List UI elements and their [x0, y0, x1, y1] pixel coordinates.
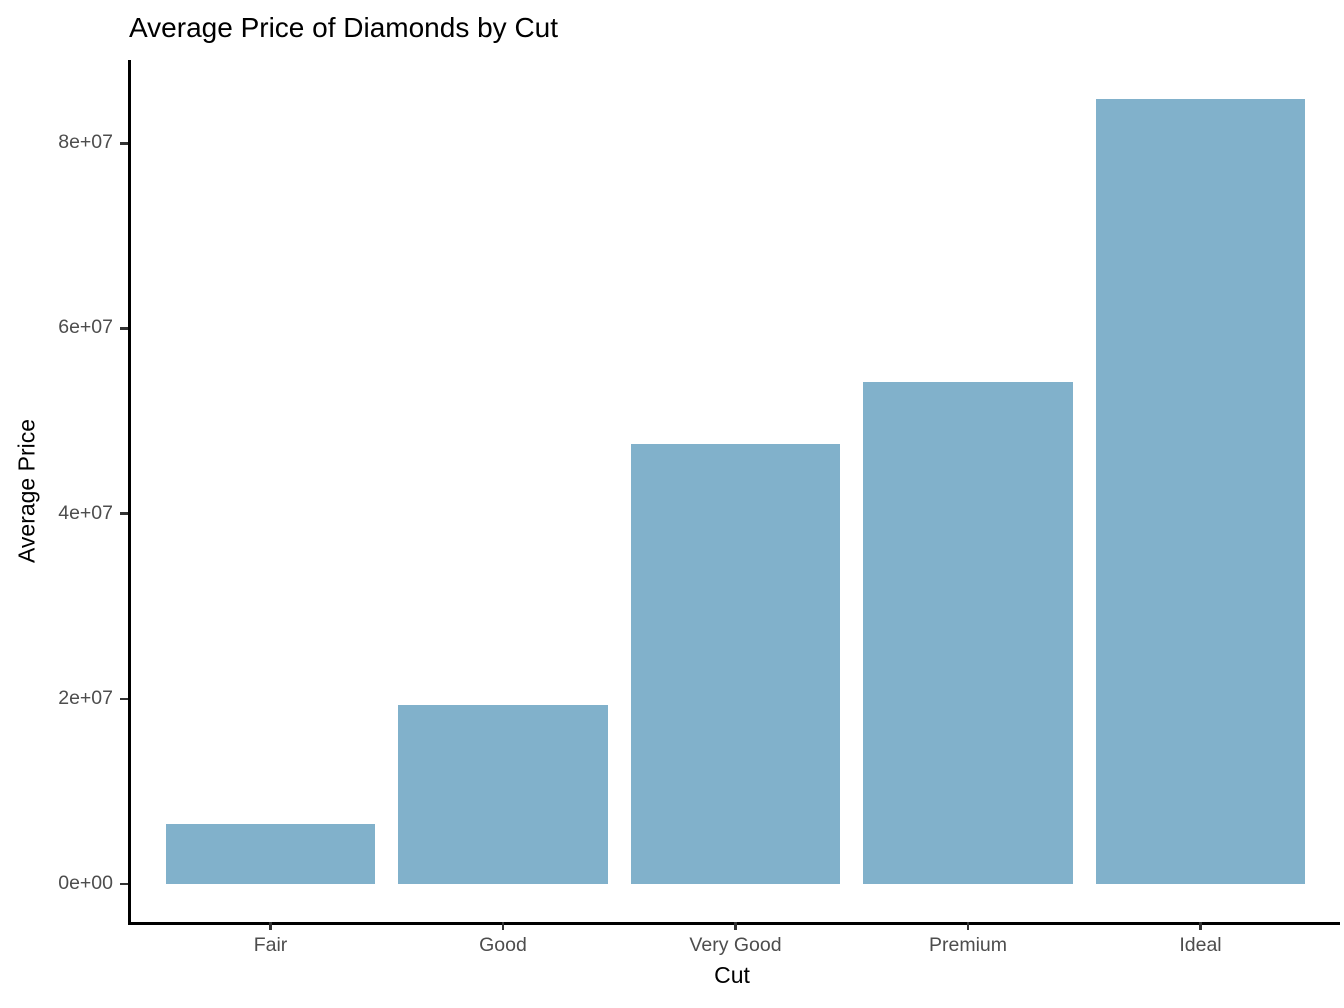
y-tick-label: 4e+07: [58, 501, 113, 524]
x-axis-title: Cut: [714, 962, 750, 988]
y-tick-label: 6e+07: [58, 316, 113, 339]
x-tick-mark: [966, 922, 970, 930]
y-tick-mark: [120, 142, 128, 145]
x-tick-label: Very Good: [689, 934, 782, 956]
bar-good: [398, 704, 608, 884]
bar-ideal: [1095, 98, 1306, 884]
y-tick-mark: [120, 512, 128, 515]
y-tick-label: 8e+07: [58, 131, 113, 154]
x-tick-mark: [269, 922, 272, 930]
bar-premium: [863, 382, 1073, 884]
x-tick-label: Fair: [253, 934, 288, 956]
x-tick-label: Premium: [928, 934, 1007, 956]
y-tick-mark: [120, 327, 128, 330]
y-tick-mark: [120, 882, 128, 886]
x-tick-mark: [734, 922, 737, 930]
y-axis-title: Average Price: [13, 418, 40, 564]
x-tick-mark: [501, 922, 505, 930]
x-tick-label: Good: [479, 934, 527, 956]
plot-area: Fair Good Very Good Premium Ideal 0e+00 2e+07 4…: [58, 60, 1340, 956]
y-tick-label: 2e+07: [58, 686, 113, 709]
bar-fair: [165, 823, 376, 884]
chart-title: Average Price of Diamonds by Cut: [129, 12, 559, 43]
bar-very-good: [630, 444, 841, 884]
x-tick-label: Ideal: [1179, 934, 1222, 956]
x-tick-mark: [1199, 922, 1202, 930]
y-tick-label: 0e+00: [58, 872, 113, 894]
y-tick-mark: [120, 697, 128, 701]
